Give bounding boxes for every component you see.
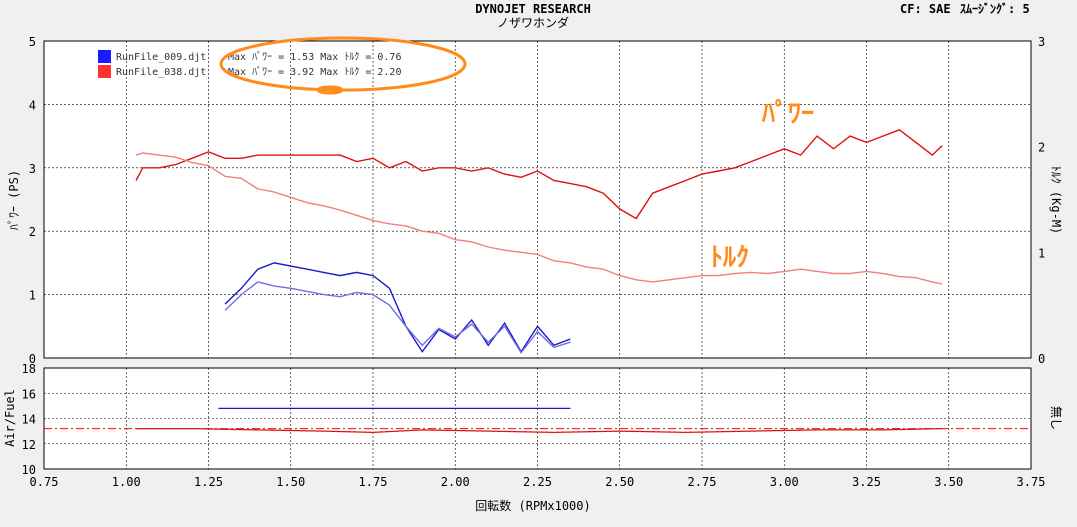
- legend-text-run038: Max ﾊﾟﾜｰ = 3.92 Max ﾄﾙｸ = 2.20: [228, 66, 401, 78]
- y-tick-label: 4: [29, 98, 36, 112]
- x-tick-label: 1.25: [194, 475, 223, 489]
- legend-swatch-run038: [98, 65, 111, 78]
- legend-file-run009: RunFile_009.djt: [116, 52, 206, 63]
- torque-annotation: ﾄﾙｸ: [710, 243, 749, 273]
- af-y-tick-label: 12: [22, 438, 36, 452]
- y2-tick-label: 3: [1038, 35, 1045, 49]
- af-y-axis-label: Air/Fuel: [3, 389, 17, 447]
- x-tick-label: 2.50: [605, 475, 634, 489]
- y-tick-label: 1: [29, 289, 36, 303]
- legend-file-run038: RunFile_038.djt: [116, 67, 206, 78]
- y-tick-label: 3: [29, 162, 36, 176]
- main-series: [135, 129, 943, 354]
- y2-tick-label: 2: [1038, 141, 1045, 155]
- series-power-runfile_009-djt: [224, 262, 571, 354]
- x-tick-label: 3.25: [852, 475, 881, 489]
- af-y-tick-label: 10: [22, 463, 36, 477]
- x-tick-label: 2.25: [523, 475, 552, 489]
- x-tick-label: 3.75: [1017, 475, 1046, 489]
- x-tick-label: 2.75: [688, 475, 717, 489]
- header-title: DYNOJET RESEARCH: [475, 2, 591, 16]
- y2-tick-label: 0: [1038, 352, 1045, 366]
- x-axis-label: 回転数 (RPMx1000): [475, 498, 590, 513]
- axis-ticks: 0.75 1.00 1.25 1.50 1.75 2.00 2.25 2.50 2.75 3.00…: [22, 35, 1046, 489]
- x-tick-label: 0.75: [30, 475, 59, 489]
- af-y-tick-label: 18: [22, 362, 36, 376]
- smoothing-label: ｽﾑｰｼﾞﾝｸﾞ: 5: [960, 1, 1030, 16]
- af-series: [136, 407, 943, 434]
- legend-swatch-run009: [98, 50, 111, 63]
- series-power-runfile_038-djt: [135, 129, 943, 220]
- af-series-runfile_038-djt: [136, 427, 943, 434]
- x-tick-label: 1.75: [359, 475, 388, 489]
- y2-tick-label: 1: [1038, 246, 1045, 260]
- y-tick-label: 0: [29, 352, 36, 366]
- x-tick-label: 2.00: [441, 475, 470, 489]
- y2-axis-label: ﾄﾙｸ (Kg-M): [1049, 166, 1063, 235]
- x-tick-label: 1.00: [112, 475, 141, 489]
- af-y-tick-label: 14: [22, 413, 36, 427]
- y-axis-label: ﾊﾟﾜｰ (PS): [7, 170, 21, 230]
- highlight-tail: [316, 85, 344, 95]
- af-y-tick-label: 16: [22, 387, 36, 401]
- legend-text-run009: Max ﾊﾟﾜｰ = 1.53 Max ﾄﾙｸ = 0.76: [228, 51, 401, 63]
- af-y2-axis-label: 無し: [1049, 406, 1064, 430]
- legend: RunFile_009.djt RunFile_038.djt Max ﾊﾟﾜｰ…: [98, 50, 401, 78]
- y-tick-label: 5: [29, 35, 36, 49]
- header-subtitle: ノザワホンダ: [497, 15, 569, 30]
- x-tick-label: 3.50: [934, 475, 963, 489]
- y-tick-label: 2: [29, 225, 36, 239]
- power-annotation: ﾊﾟﾜｰ: [761, 98, 814, 129]
- series-torque-runfile_009-djt: [224, 281, 571, 354]
- main-grid: [44, 41, 1031, 358]
- x-tick-label: 1.50: [276, 475, 305, 489]
- x-tick-label: 3.00: [770, 475, 799, 489]
- cf-label: CF: SAE: [900, 2, 951, 16]
- series-torque-runfile_038-djt: [135, 152, 943, 285]
